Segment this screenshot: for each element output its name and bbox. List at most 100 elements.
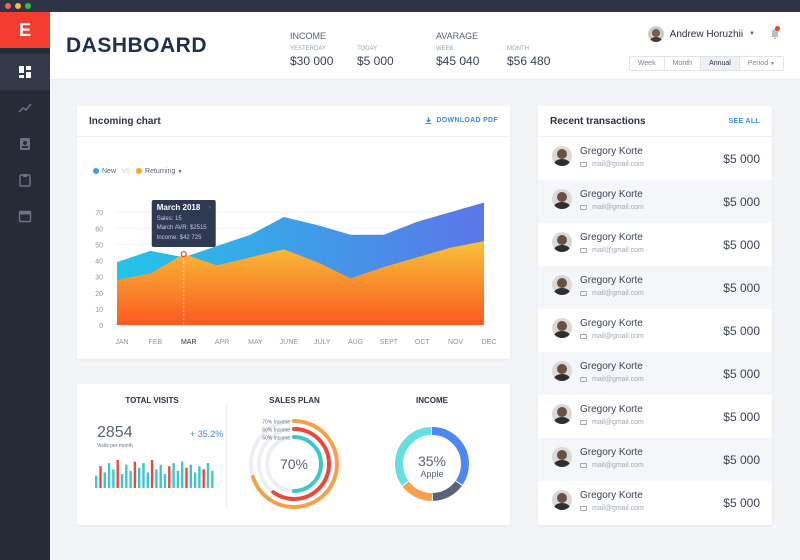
avatar bbox=[552, 318, 572, 338]
divider bbox=[538, 136, 772, 137]
sales-plan-title: SALES PLAN bbox=[269, 396, 320, 405]
transaction-row[interactable]: Gregory Korte mail@gmail.com $5 000 bbox=[538, 481, 772, 524]
donut-center-value: 35% bbox=[418, 453, 446, 469]
mail-icon bbox=[580, 420, 587, 425]
download-pdf-label: DOWNLOAD PDF bbox=[436, 117, 498, 124]
divider bbox=[226, 404, 227, 509]
sales-plan-center: 70% bbox=[280, 456, 308, 472]
x-tick-label: JULY bbox=[314, 339, 331, 346]
avatar bbox=[552, 189, 572, 209]
x-tick-label: DEC bbox=[482, 339, 497, 346]
highlight-point[interactable] bbox=[180, 250, 187, 258]
avatar bbox=[552, 490, 572, 510]
today-value: $5 000 bbox=[357, 54, 394, 68]
x-tick-label: JUNE bbox=[280, 339, 299, 346]
legend-vs: VS bbox=[122, 168, 131, 175]
mail-icon bbox=[580, 248, 587, 253]
x-tick-label: OCT bbox=[415, 339, 431, 346]
incoming-area-chart: 0 10 20 30 40 50 60 70 JAN FEB MAR APR MAY JUNE JULY AU… bbox=[95, 200, 497, 346]
transaction-row[interactable]: Gregory Korte mail@gmail.com $5 000 bbox=[538, 309, 772, 352]
dashboard-icon bbox=[19, 66, 31, 78]
tooltip-line: Sales: 15 bbox=[157, 216, 183, 222]
donut-segment bbox=[395, 427, 469, 501]
transaction-row[interactable]: Gregory Korte mail@gmail.com $5 000 bbox=[538, 137, 772, 180]
visits-bar bbox=[181, 461, 184, 488]
transaction-email: mail@gmail.com bbox=[592, 161, 644, 168]
tab-period[interactable]: Period ▼ bbox=[740, 57, 783, 70]
transaction-row[interactable]: Gregory Korte mail@gmail.com $5 000 bbox=[538, 395, 772, 438]
visits-bar bbox=[116, 460, 119, 488]
download-pdf-button[interactable]: DOWNLOAD PDF bbox=[425, 117, 498, 124]
y-tick-label: 40 bbox=[95, 259, 103, 266]
transaction-amount: $5 000 bbox=[723, 324, 760, 338]
stats-card: TOTAL VISITS 2854 Visits per month + 35.… bbox=[77, 384, 510, 525]
x-tick-label: NOV bbox=[448, 339, 464, 346]
transaction-row[interactable]: Gregory Korte mail@gmail.com $5 000 bbox=[538, 180, 772, 223]
sales-plan-chart: 70% Income 60% Income 50% Income 70% bbox=[249, 419, 339, 509]
transaction-row[interactable]: Gregory Korte mail@gmail.com $5 000 bbox=[538, 223, 772, 266]
visits-bar bbox=[107, 463, 111, 488]
sidebar-item-dashboard[interactable] bbox=[0, 54, 50, 90]
visits-bar bbox=[125, 464, 128, 488]
sidebar-item-tasks[interactable] bbox=[0, 162, 50, 198]
x-tick-label: JAN bbox=[115, 339, 128, 346]
transaction-amount: $5 000 bbox=[723, 195, 760, 209]
tooltip-arrow-icon[interactable]: › bbox=[209, 205, 211, 211]
transaction-row[interactable]: Gregory Korte mail@gmail.com $5 000 bbox=[538, 266, 772, 309]
sidebar-item-analytics[interactable] bbox=[0, 90, 50, 126]
user-menu[interactable]: Andrew Horuzhii ▼ bbox=[647, 26, 755, 42]
transaction-email: mail@gmail.com bbox=[592, 290, 644, 297]
incoming-chart-card: Incoming chart DOWNLOAD PDF New VS Retur… bbox=[77, 106, 510, 359]
app-logo[interactable]: E bbox=[0, 12, 50, 48]
mail-icon bbox=[580, 291, 587, 296]
transaction-email: mail@gmail.com bbox=[592, 247, 644, 254]
sidebar-item-contacts[interactable] bbox=[0, 126, 50, 162]
ring-label: 60% Income bbox=[262, 428, 290, 434]
card-title: Incoming chart bbox=[89, 116, 161, 127]
week-label: WEEK bbox=[436, 46, 454, 52]
download-icon bbox=[425, 117, 432, 124]
period-selector: Week Month Annual Period ▼ bbox=[628, 56, 784, 71]
avatar bbox=[552, 275, 572, 295]
legend-returning[interactable]: Returning ▼ bbox=[136, 168, 182, 175]
mail-icon bbox=[580, 205, 587, 210]
tooltip-line: March AVR: $2515 bbox=[157, 225, 208, 231]
see-all-link[interactable]: SEE ALL bbox=[728, 118, 760, 125]
avatar bbox=[552, 447, 572, 467]
sidebar-item-calendar[interactable] bbox=[0, 198, 50, 234]
x-tick-label: APR bbox=[215, 339, 229, 346]
y-tick-label: 70 bbox=[95, 210, 103, 217]
ring-label: 50% Income bbox=[262, 436, 290, 442]
tab-month[interactable]: Month bbox=[665, 57, 702, 70]
notification-dot bbox=[775, 26, 780, 31]
transaction-name: Gregory Korte bbox=[580, 361, 643, 372]
transaction-name: Gregory Korte bbox=[580, 447, 643, 458]
calendar-icon bbox=[18, 210, 32, 223]
tab-week[interactable]: Week bbox=[630, 57, 665, 70]
week-value: $45 040 bbox=[436, 54, 480, 68]
minimize-window-button[interactable] bbox=[15, 3, 21, 9]
ring-progress bbox=[257, 427, 331, 501]
visits-bar bbox=[133, 461, 137, 488]
visits-bar bbox=[142, 463, 145, 488]
close-window-button[interactable] bbox=[5, 3, 11, 9]
visits-bar bbox=[168, 466, 171, 488]
bell-icon[interactable] bbox=[770, 28, 780, 39]
visits-bar bbox=[206, 463, 210, 488]
transaction-row[interactable]: Gregory Korte mail@gmail.com $5 000 bbox=[538, 352, 772, 395]
tab-annual[interactable]: Annual bbox=[701, 57, 740, 70]
maximize-window-button[interactable] bbox=[25, 3, 31, 9]
y-tick-label: 60 bbox=[95, 226, 103, 233]
visits-bar bbox=[138, 467, 141, 488]
y-tick-label: 50 bbox=[95, 242, 103, 249]
transaction-name: Gregory Korte bbox=[580, 275, 643, 286]
ring-progress bbox=[265, 435, 323, 493]
month-value: $56 480 bbox=[507, 54, 551, 68]
page-title: DASHBOARD bbox=[66, 34, 207, 57]
visits-bar bbox=[198, 466, 201, 488]
legend-new[interactable]: New bbox=[93, 168, 116, 175]
transaction-row[interactable]: Gregory Korte mail@gmail.com $5 000 bbox=[538, 438, 772, 481]
chevron-down-icon: ▼ bbox=[770, 61, 775, 67]
trend-icon bbox=[18, 103, 32, 113]
chart-tooltip: March 2018 Sales: 15 March AVR: $2515 Incom… bbox=[151, 200, 216, 248]
